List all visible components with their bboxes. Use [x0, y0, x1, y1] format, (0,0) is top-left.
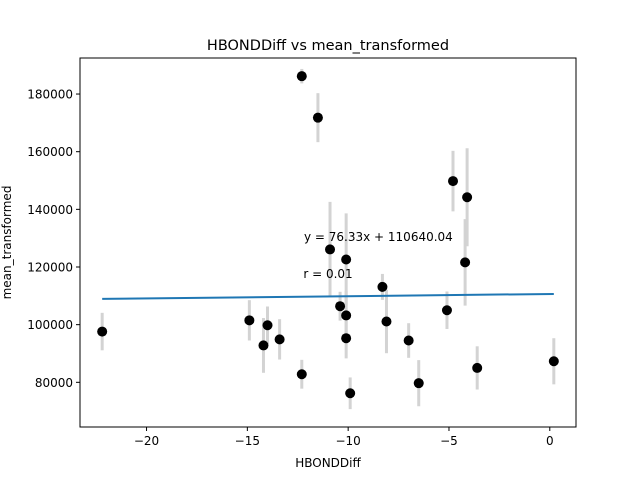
data-point: [258, 340, 269, 351]
data-point: [448, 176, 459, 187]
data-point: [296, 369, 307, 380]
data-point: [341, 333, 352, 344]
data-point: [345, 388, 356, 399]
y-axis-label: mean_transformed: [0, 186, 14, 300]
data-point: [341, 254, 352, 265]
annotation-text: y = 76.33x + 110640.04: [304, 230, 453, 244]
annotation-text: r = 0.01: [303, 267, 352, 281]
data-point: [325, 244, 336, 255]
y-tick-label: 140000: [27, 203, 73, 217]
x-tick-label: −20: [134, 434, 159, 448]
data-point: [335, 301, 346, 312]
x-axis-ticks: −20 −15 −10 −5 0: [134, 427, 554, 448]
data-point: [262, 320, 273, 331]
x-tick-label: 0: [546, 434, 554, 448]
y-axis-ticks: 80000 100000 120000 140000 160000 180000: [27, 88, 80, 390]
data-point: [341, 310, 352, 321]
y-tick-label: 160000: [27, 145, 73, 159]
annotations: y = 76.33x + 110640.04 r = 0.01: [303, 230, 452, 281]
regression-line: [102, 292, 554, 300]
y-tick-label: 180000: [27, 88, 73, 102]
data-point: [413, 378, 424, 389]
data-point: [548, 356, 559, 367]
data-point: [97, 326, 108, 337]
data-point: [312, 112, 323, 123]
data-point: [462, 192, 473, 203]
y-tick-label: 80000: [35, 376, 73, 390]
chart-title: HBONDDiff vs mean_transformed: [207, 38, 449, 54]
x-tick-label: −15: [235, 434, 260, 448]
x-tick-label: −10: [335, 434, 360, 448]
plot-area: [97, 68, 559, 410]
data-point: [244, 315, 255, 326]
data-point: [274, 334, 285, 345]
x-tick-label: −5: [440, 434, 458, 448]
data-point: [403, 335, 414, 346]
data-point: [296, 71, 307, 82]
x-axis-label: HBONDDiff: [295, 456, 361, 470]
axes-frame: [79, 57, 577, 428]
y-tick-label: 120000: [27, 261, 73, 275]
data-point: [377, 281, 388, 292]
data-point: [381, 316, 392, 327]
y-tick-label: 100000: [27, 318, 73, 332]
data-point: [460, 257, 471, 268]
data-point: [472, 362, 483, 373]
data-point: [441, 305, 452, 316]
